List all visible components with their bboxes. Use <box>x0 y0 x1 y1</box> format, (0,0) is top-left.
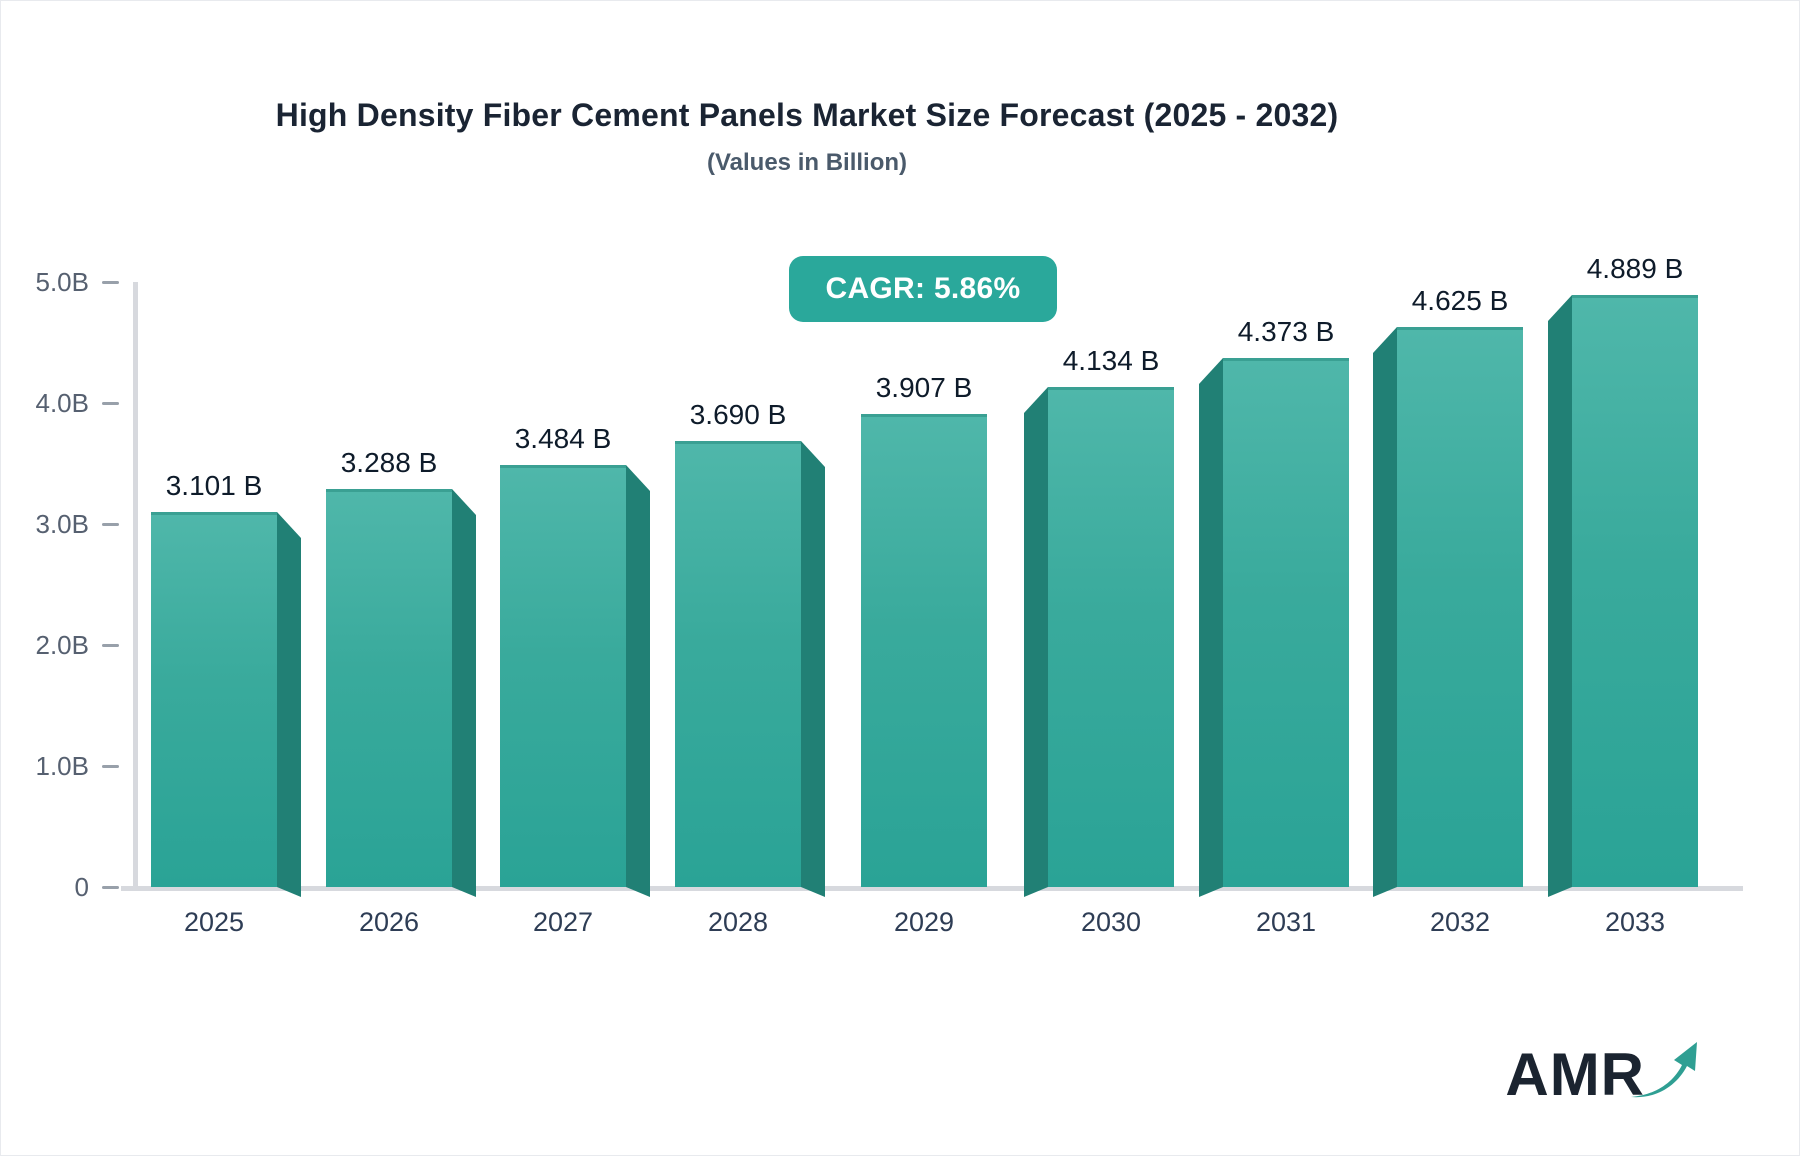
y-tick-mark <box>102 644 119 647</box>
cagr-badge: CAGR: 5.86% <box>789 256 1057 322</box>
bar-2026 <box>326 489 452 887</box>
bar-2029 <box>861 414 987 887</box>
bar-2031 <box>1223 358 1349 887</box>
x-axis-label-2033: 2033 <box>1604 907 1666 937</box>
bar-2025 <box>151 512 277 887</box>
bar-side-face-2032 <box>1373 327 1397 897</box>
x-axis-label-2029: 2029 <box>893 907 955 937</box>
bar-side-face-2031 <box>1199 358 1223 897</box>
y-tick-label: 0 <box>74 872 89 902</box>
bar-side-face-2027 <box>626 465 650 897</box>
y-axis-line <box>133 282 138 891</box>
y-tick-label: 2.0B <box>35 630 90 660</box>
x-axis-label-2026: 2026 <box>358 907 420 937</box>
y-tick-label: 4.0B <box>35 388 90 418</box>
x-axis-label-2027: 2027 <box>532 907 594 937</box>
y-tick-label: 5.0B <box>35 267 90 297</box>
bar-value-label-2033: 4.889 B <box>1586 253 1684 284</box>
y-tick-mark <box>102 402 119 405</box>
bar-side-face-2028 <box>801 441 825 897</box>
chart-subtitle: (Values in Billion) <box>706 149 908 176</box>
x-axis-line <box>121 886 1743 891</box>
bar-side-face-2030 <box>1024 387 1048 897</box>
y-tick-mark <box>102 886 119 889</box>
growth-arrow-icon <box>1631 1042 1697 1098</box>
bar-value-label-2025: 3.101 B <box>165 470 263 501</box>
bar-side-face-2026 <box>452 489 476 897</box>
y-tick-label: 3.0B <box>35 509 90 539</box>
bar-2030 <box>1048 387 1174 887</box>
bar-value-label-2028: 3.690 B <box>689 399 787 430</box>
x-axis-label-2030: 2030 <box>1080 907 1142 937</box>
bar-side-face-2025 <box>277 512 301 897</box>
chart-title: High Density Fiber Cement Panels Market … <box>275 97 1339 133</box>
bar-value-label-2031: 4.373 B <box>1237 316 1335 347</box>
bar-2032 <box>1397 327 1523 887</box>
y-tick-mark <box>102 281 119 284</box>
y-tick-mark <box>102 765 119 768</box>
x-axis-label-2028: 2028 <box>707 907 769 937</box>
bar-value-label-2029: 3.907 B <box>875 372 973 403</box>
bar-value-label-2032: 4.625 B <box>1411 285 1509 316</box>
x-axis-label-2032: 2032 <box>1429 907 1491 937</box>
cagr-badge-label: CAGR: 5.86% <box>825 272 1021 305</box>
bar-value-label-2026: 3.288 B <box>340 447 438 478</box>
bar-value-label-2030: 4.134 B <box>1062 345 1160 376</box>
bar-side-face-2033 <box>1548 295 1572 897</box>
bar-value-label-2027: 3.484 B <box>514 423 612 454</box>
x-axis-label-2025: 2025 <box>183 907 245 937</box>
x-axis-label-2031: 2031 <box>1255 907 1317 937</box>
y-tick-mark <box>102 523 119 526</box>
amr-logo-text: AMR <box>1505 1041 1645 1108</box>
amr-logo: AMR <box>1505 1039 1699 1108</box>
y-tick-label: 1.0B <box>35 751 90 781</box>
bar-2033 <box>1572 295 1698 887</box>
bar-2028 <box>675 441 801 887</box>
bar-2027 <box>500 465 626 887</box>
